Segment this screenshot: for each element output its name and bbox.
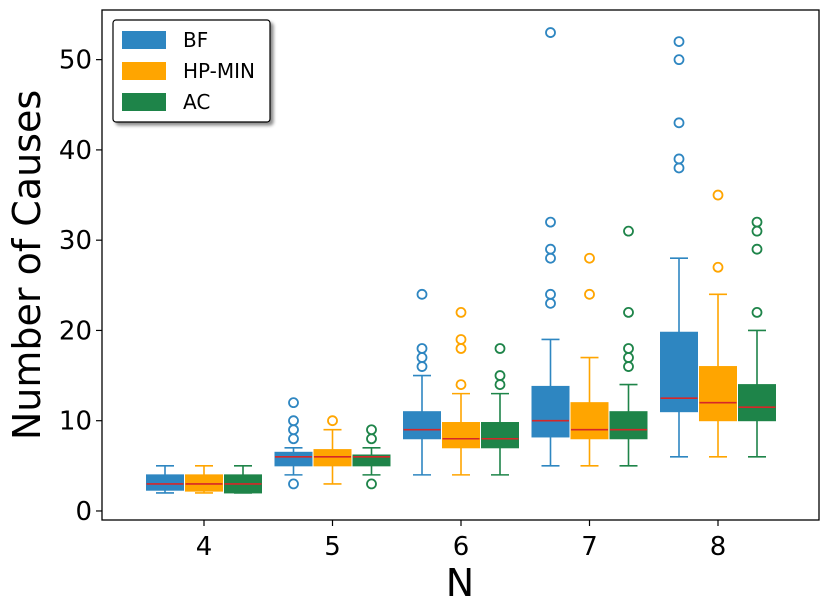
box-ac-4 — [224, 465, 262, 494]
outlier-point — [288, 478, 299, 490]
outlier-point — [673, 117, 685, 129]
outlier-point — [673, 54, 685, 66]
y-tick-label: 0 — [75, 497, 92, 527]
iqr-box — [531, 385, 570, 438]
iqr-box — [699, 366, 737, 422]
outlier-point — [455, 334, 467, 345]
outlier-point — [416, 361, 428, 372]
outlier-point — [623, 361, 634, 372]
box-hp-min-6 — [442, 306, 480, 476]
outlier-point — [584, 288, 595, 300]
outlier-point — [584, 252, 595, 264]
outlier-point — [416, 352, 428, 363]
outlier-point — [673, 153, 685, 165]
box-ac-7 — [609, 225, 648, 467]
outlier-point — [327, 415, 338, 427]
outlier-point — [366, 478, 377, 490]
iqr-box — [609, 411, 648, 440]
iqr-box — [185, 474, 223, 492]
outlier-point — [545, 288, 556, 300]
legend-swatch-ac — [122, 93, 166, 111]
box-bf-6 — [403, 288, 441, 476]
legend-label-ac: AC — [183, 90, 210, 114]
plot-area — [146, 27, 776, 494]
y-tick-label: 20 — [59, 316, 92, 346]
outlier-point — [494, 379, 506, 391]
box-bf-8 — [660, 36, 698, 458]
outlier-point — [545, 297, 556, 309]
outlier-point — [288, 397, 299, 409]
outlier-point — [288, 433, 299, 445]
outlier-point — [751, 243, 763, 255]
axes: 0 10 20 30 40 50 4 5 6 7 8 — [59, 46, 726, 562]
outlier-point — [494, 343, 506, 354]
box-ac-5 — [352, 424, 391, 490]
y-tick-label: 50 — [59, 46, 92, 76]
outlier-point — [751, 225, 763, 237]
legend-label-hp-min: HP-MIN — [183, 59, 255, 83]
x-tick-label: 4 — [196, 532, 213, 562]
iqr-box — [146, 474, 184, 491]
x-tick-label: 6 — [453, 532, 470, 562]
iqr-box — [313, 449, 352, 467]
outlier-point — [623, 225, 634, 237]
iqr-box — [481, 422, 519, 449]
y-axis-label: Number of Causes — [5, 90, 49, 440]
box-hp-min-5 — [313, 415, 352, 485]
x-tick-label: 5 — [324, 532, 341, 562]
box-ac-6 — [481, 343, 519, 476]
iqr-box — [570, 402, 609, 440]
box-ac-8 — [738, 216, 776, 458]
outlier-point — [288, 415, 299, 427]
outlier-point — [366, 424, 377, 436]
legend-swatch-hp-min — [122, 62, 166, 80]
outlier-point — [455, 379, 467, 391]
iqr-box — [442, 422, 480, 449]
outlier-point — [455, 306, 467, 318]
iqr-box — [352, 454, 391, 467]
iqr-box — [660, 331, 698, 413]
outlier-point — [288, 424, 299, 436]
outlier-point — [545, 27, 556, 38]
outlier-point — [366, 433, 377, 445]
box-hp-min-7 — [570, 252, 609, 467]
box-bf-7 — [531, 27, 570, 467]
box-hp-min-4 — [185, 465, 223, 494]
outlier-point — [545, 252, 556, 264]
outlier-point — [545, 216, 556, 228]
legend-swatch-bf — [122, 31, 166, 49]
legend-label-bf: BF — [183, 28, 208, 52]
outlier-point — [623, 306, 634, 318]
y-tick-label: 30 — [59, 226, 92, 256]
box-bf-4 — [146, 465, 184, 494]
iqr-box — [738, 384, 776, 422]
outlier-point — [545, 243, 556, 255]
y-tick-label: 10 — [59, 407, 92, 437]
legend: BF HP-MIN AC — [112, 19, 271, 123]
outlier-point — [416, 343, 428, 354]
iqr-box — [274, 451, 313, 467]
outlier-point — [751, 306, 763, 318]
outlier-point — [494, 370, 506, 381]
outlier-point — [623, 343, 634, 354]
outlier-point — [416, 288, 428, 300]
box-bf-5 — [274, 397, 313, 490]
outlier-point — [712, 189, 724, 201]
y-tick-label: 40 — [59, 136, 92, 166]
outlier-point — [673, 36, 685, 47]
x-tick-label: 7 — [581, 532, 598, 562]
outlier-point — [623, 352, 634, 363]
outlier-point — [673, 162, 685, 174]
iqr-box — [403, 411, 441, 440]
outlier-point — [751, 216, 763, 228]
x-axis-label: N — [446, 561, 474, 605]
box-hp-min-8 — [699, 189, 737, 458]
outlier-point — [455, 343, 467, 354]
outlier-point — [712, 261, 724, 273]
x-tick-label: 8 — [710, 532, 727, 562]
